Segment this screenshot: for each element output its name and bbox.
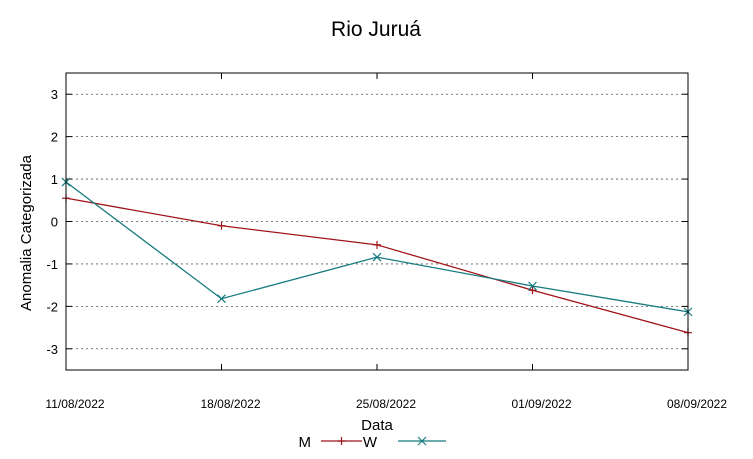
y-tick-label: 2 bbox=[51, 130, 58, 145]
y-tick-label: -3 bbox=[46, 342, 58, 357]
chart-title: Rio Juruá bbox=[331, 18, 421, 41]
x-tick-label: 01/09/2022 bbox=[511, 397, 571, 411]
y-tick-label: -2 bbox=[46, 299, 58, 314]
legend-label: W bbox=[363, 434, 378, 451]
y-tick-label: 3 bbox=[51, 87, 58, 102]
y-ticks: 3 2 1 0 -1 -2 -3 bbox=[46, 87, 58, 357]
data-point-marker bbox=[217, 221, 226, 230]
x-axis-label: Data bbox=[361, 417, 393, 434]
y-tick-label: -1 bbox=[46, 257, 58, 272]
data-point-marker bbox=[373, 240, 381, 249]
series-line bbox=[65, 197, 689, 334]
data-point-marker bbox=[372, 252, 382, 262]
data-point-marker bbox=[417, 436, 427, 446]
data-point-marker bbox=[528, 281, 537, 291]
y-tick-label: 0 bbox=[51, 215, 58, 230]
series-M bbox=[62, 194, 692, 337]
series bbox=[61, 177, 693, 337]
x-tick-label: 25/08/2022 bbox=[356, 397, 416, 411]
x-tick-label: 11/08/2022 bbox=[45, 397, 104, 411]
plot-frame bbox=[65, 72, 689, 371]
x-ticks: 11/08/2022 18/08/2022 25/08/2022 01/09/2022… bbox=[45, 73, 727, 411]
data-point-marker bbox=[337, 437, 346, 445]
y-tick-label: 1 bbox=[51, 172, 58, 187]
x-tick-label: 18/08/2022 bbox=[200, 397, 260, 411]
grid bbox=[66, 93, 688, 350]
legend-label: M bbox=[299, 434, 312, 451]
data-point-marker bbox=[528, 286, 537, 295]
y-axis-label: Anomalia Categorizada bbox=[18, 154, 35, 311]
data-point-marker bbox=[217, 294, 226, 304]
x-tick-label: 08/09/2022 bbox=[667, 397, 727, 411]
